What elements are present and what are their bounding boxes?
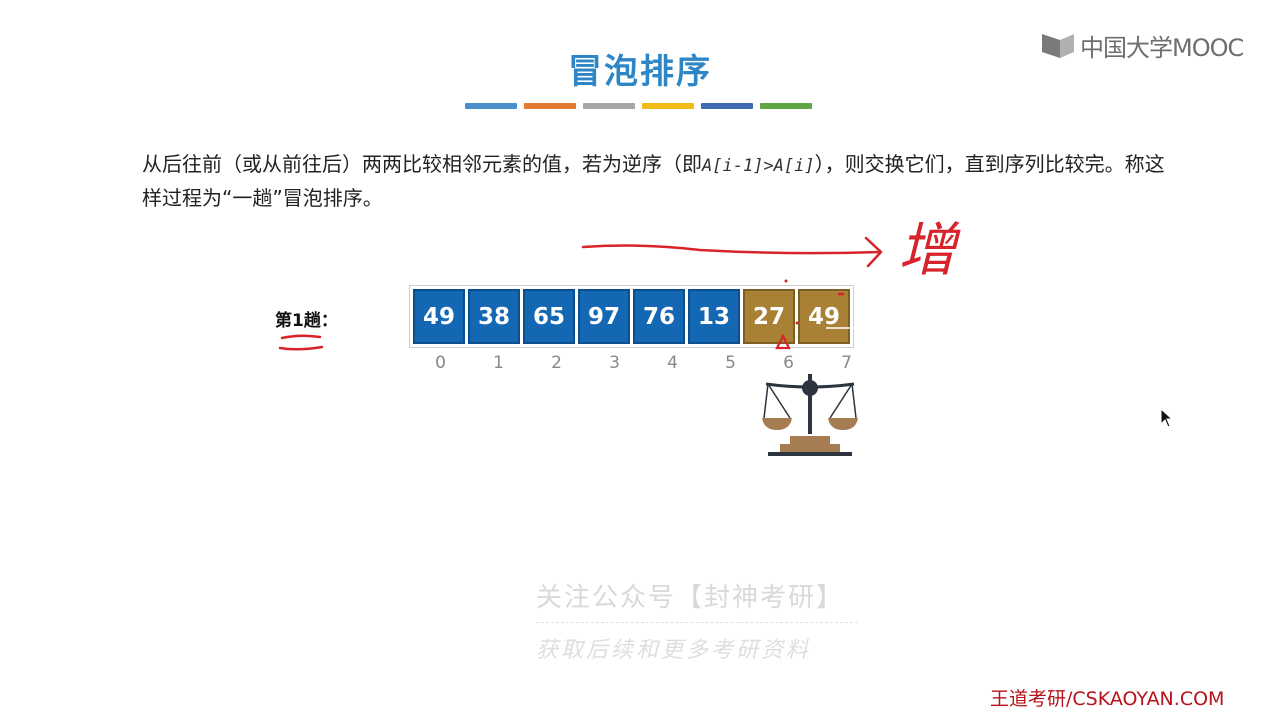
mouse-cursor-icon bbox=[1160, 408, 1174, 428]
index-label-7: 7 bbox=[841, 353, 852, 373]
array-cell-4: 76 bbox=[633, 289, 685, 344]
index-label-0: 0 bbox=[435, 353, 446, 373]
watermark-line1: 关注公众号【封神考研】 bbox=[536, 583, 845, 613]
color-bar-4 bbox=[642, 103, 694, 109]
color-bar-3 bbox=[583, 103, 635, 109]
array-indices: 0 1 2 3 4 5 6 7 bbox=[413, 353, 874, 373]
array-cell-7: 49 bbox=[798, 289, 850, 344]
color-bar-1 bbox=[465, 103, 517, 109]
handwritten-underline bbox=[278, 334, 324, 351]
index-label-5: 5 bbox=[725, 353, 736, 373]
color-bar-2 bbox=[524, 103, 576, 109]
color-bars bbox=[465, 103, 812, 109]
page-title: 冒泡排序 bbox=[568, 52, 712, 92]
footer-brand: 王道考研/CSKAOYAN.COM bbox=[990, 688, 1225, 710]
handwritten-arrow bbox=[581, 244, 882, 255]
logo-text: 中国大学MOOC bbox=[1080, 33, 1244, 62]
array-cell-3: 97 bbox=[578, 289, 630, 344]
array-cell-6: 27 bbox=[743, 289, 795, 344]
mooc-logo: 中国大学MOOC bbox=[1040, 28, 1244, 62]
handwritten-zeng: 增 bbox=[898, 216, 961, 284]
description: 从后往前（或从前往后）两两比较相邻元素的值，若为逆序（即A[i-1]>A[i]）… bbox=[142, 148, 1182, 214]
index-label-6: 6 bbox=[783, 353, 794, 373]
index-label-4: 4 bbox=[667, 353, 678, 373]
index-label-3: 3 bbox=[609, 353, 620, 373]
book-icon bbox=[1040, 30, 1076, 60]
description-part2: ），则交换它们，直到序列比较完。称这样过程为“一趟”冒泡排序。 bbox=[142, 152, 1165, 210]
index-label-1: 1 bbox=[493, 353, 504, 373]
array-cell-0: 49 bbox=[413, 289, 465, 344]
array-cell-1: 38 bbox=[468, 289, 520, 344]
balance-scale-icon bbox=[762, 374, 858, 456]
description-part1: 从后往前（或从前往后）两两比较相邻元素的值，若为逆序（即 bbox=[142, 152, 702, 176]
color-bar-5 bbox=[701, 103, 753, 109]
watermark-line2: 获取后续和更多考研资料 bbox=[536, 638, 812, 663]
arrow-head bbox=[864, 236, 883, 268]
color-bar-6 bbox=[760, 103, 812, 109]
array: 49 38 65 97 76 13 27 49 bbox=[409, 285, 854, 348]
array-cell-2: 65 bbox=[523, 289, 575, 344]
description-code: A[i-1]>A[i] bbox=[702, 156, 815, 176]
index-label-2: 2 bbox=[551, 353, 562, 373]
watermark-divider bbox=[536, 622, 858, 623]
array-cell-5: 13 bbox=[688, 289, 740, 344]
pass-label: 第1趟： bbox=[275, 311, 338, 331]
